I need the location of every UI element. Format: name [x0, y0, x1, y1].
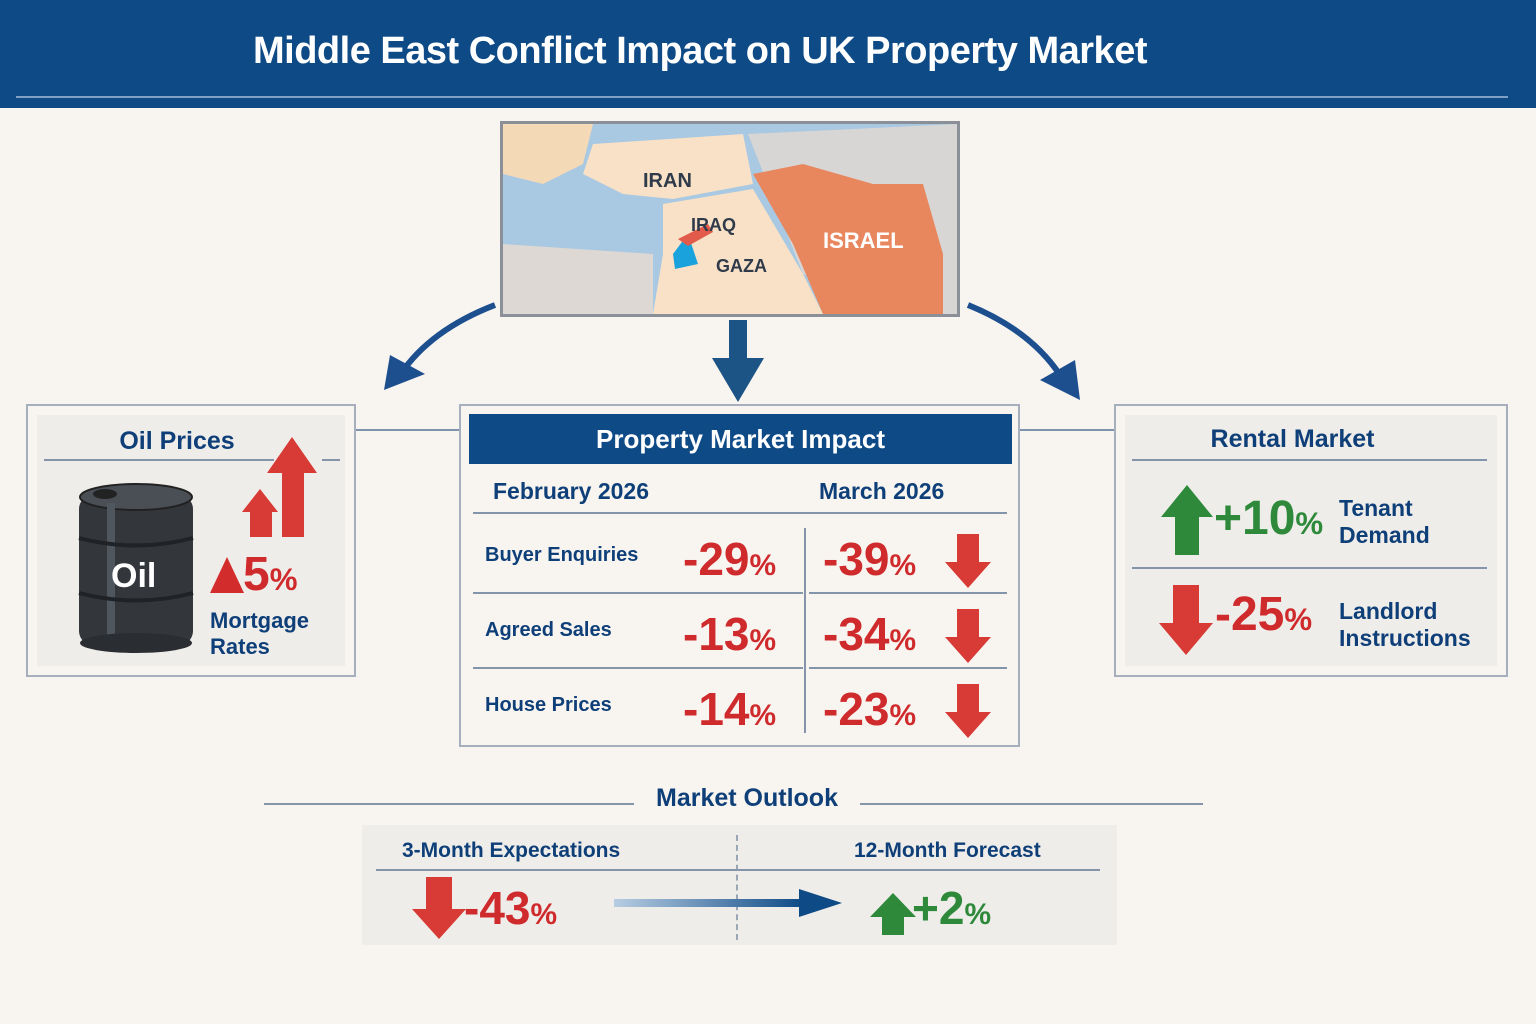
down-arrow-icon [945, 684, 991, 738]
down-arrow-icon [412, 877, 466, 939]
mortgage-rates-caption: Mortgage Rates [210, 608, 309, 659]
feb-value: -14% [683, 683, 777, 735]
rental-title: Rental Market [1210, 425, 1375, 453]
header-divider [16, 96, 1508, 98]
arrow-left-icon [384, 355, 425, 390]
oil-title: Oil Prices [119, 427, 235, 455]
down-arrow-icon [945, 609, 991, 663]
col-february: February 2026 [493, 478, 649, 504]
mar-value: -39% [823, 533, 917, 585]
three-month-value: -43% [464, 882, 558, 934]
flow-arrows [384, 302, 1080, 402]
mortgage-rate-change: 5% [243, 548, 298, 601]
feb-value: -13% [683, 608, 777, 660]
gaza-marker [673, 234, 698, 269]
tenant-demand-value: +10% [1214, 492, 1324, 545]
down-arrow-icon [945, 534, 991, 588]
rental-market-panel: Rental Market +10% Tenant Demand -25% Lan… [1114, 404, 1508, 677]
tenant-demand-label: Tenant Demand [1339, 495, 1430, 548]
col-march: March 2026 [819, 478, 945, 504]
up-arrow-icon [870, 893, 916, 935]
header: Middle East Conflict Impact on UK Proper… [0, 0, 1536, 108]
outlook-panel: 3-Month Expectations 12-Month Forecast -… [362, 825, 1117, 945]
row-label: Buyer Enquiries [485, 544, 639, 566]
row-label: Agreed Sales [485, 619, 612, 641]
connector-right [1018, 429, 1116, 431]
landlord-instructions-label: Landlord Instructions [1339, 598, 1471, 651]
map-label-israel: ISRAEL [823, 228, 904, 253]
impact-title: Property Market Impact [469, 414, 1012, 464]
feb-value: -29% [683, 533, 777, 585]
landlord-instructions-value: -25% [1215, 588, 1313, 641]
oil-prices-panel: Oil Prices Oil 5% Mortgage Rates [26, 404, 356, 677]
trend-arrow-icon [614, 889, 842, 917]
table-row: Buyer Enquiries -29% -39% [461, 524, 1018, 599]
up-arrow-icon [1161, 485, 1213, 555]
mar-value: -34% [823, 608, 917, 660]
table-row: House Prices -14% -23% [461, 674, 1018, 749]
map-label-iran: IRAN [643, 170, 692, 192]
map-illustration: IRAN IRAQ GAZA ISRAEL [503, 124, 957, 314]
rising-arrows-icon [242, 437, 317, 537]
region-map: IRAN IRAQ GAZA ISRAEL [500, 121, 960, 317]
map-label-iraq: IRAQ [691, 215, 736, 235]
map-label-gaza: GAZA [716, 256, 767, 276]
oil-barrel-icon [78, 483, 194, 653]
up-triangle-icon [210, 557, 244, 593]
three-month-title: 3-Month Expectations [402, 839, 621, 862]
mar-value: -23% [823, 683, 917, 735]
outlook-title: Market Outlook [656, 784, 838, 812]
connector-left [355, 429, 460, 431]
twelve-month-value: +2% [912, 882, 992, 934]
barrel-label: Oil [111, 557, 157, 595]
twelve-month-title: 12-Month Forecast [854, 839, 1041, 862]
table-row: Agreed Sales -13% -34% [461, 599, 1018, 674]
page-title: Middle East Conflict Impact on UK Proper… [253, 30, 1147, 72]
arrow-right-icon [1040, 360, 1080, 400]
arrow-down-icon [712, 358, 764, 402]
property-impact-panel: Property Market Impact February 2026 Mar… [459, 404, 1020, 747]
row-label: House Prices [485, 694, 612, 716]
down-arrow-icon [1159, 585, 1213, 655]
